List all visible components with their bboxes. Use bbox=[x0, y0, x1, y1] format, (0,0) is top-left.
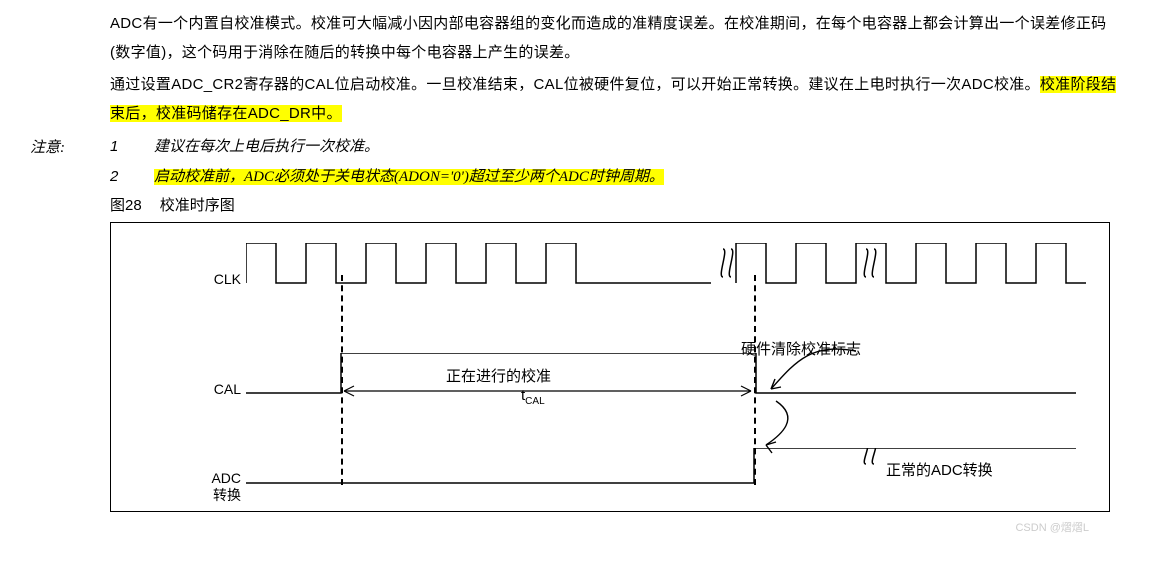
note-number: 1 bbox=[110, 132, 154, 162]
normal-conversion-label: 正常的ADC转换 bbox=[886, 459, 993, 480]
signal-label-clk: CLK bbox=[161, 271, 241, 287]
note-text: 建议在每次上电后执行一次校准。 bbox=[154, 132, 1119, 162]
signal-label-cal: CAL bbox=[161, 381, 241, 397]
note-item: 2 启动校准前，ADC必须处于关电状态(ADON='0')超过至少两个ADC时钟… bbox=[110, 162, 1119, 192]
note-list: 1 建议在每次上电后执行一次校准。 2 启动校准前，ADC必须处于关电状态(AD… bbox=[110, 132, 1119, 192]
note-label: 注意: bbox=[30, 132, 100, 512]
note-text: 启动校准前，ADC必须处于关电状态(ADON='0')超过至少两个ADC时钟周期… bbox=[154, 162, 1119, 192]
watermark: CSDN @熠熠L bbox=[1015, 519, 1089, 535]
figure-title: 校准时序图 bbox=[160, 197, 235, 214]
note-number: 2 bbox=[110, 162, 154, 192]
figure-caption: 图28 校准时序图 bbox=[110, 194, 1119, 218]
para2-plain: 通过设置ADC_CR2寄存器的CAL位启动校准。一旦校准结束，CAL位被硬件复位… bbox=[110, 76, 1040, 93]
paragraph-2: 通过设置ADC_CR2寄存器的CAL位启动校准。一旦校准结束，CAL位被硬件复位… bbox=[110, 71, 1119, 128]
timing-diagram: CLK CAL 正在进行的校准 tCAL 硬件清除校准标志 ADC转换 bbox=[110, 222, 1110, 512]
paragraph-1: ADC有一个内置自校准模式。校准可大幅减小因内部电容器组的变化而造成的准精度误差… bbox=[110, 10, 1119, 67]
note-item: 1 建议在每次上电后执行一次校准。 bbox=[110, 132, 1119, 162]
signal-label-adc: ADC转换 bbox=[161, 470, 241, 506]
figure-id: 图28 bbox=[110, 194, 142, 218]
clk-waveform bbox=[246, 243, 1086, 293]
